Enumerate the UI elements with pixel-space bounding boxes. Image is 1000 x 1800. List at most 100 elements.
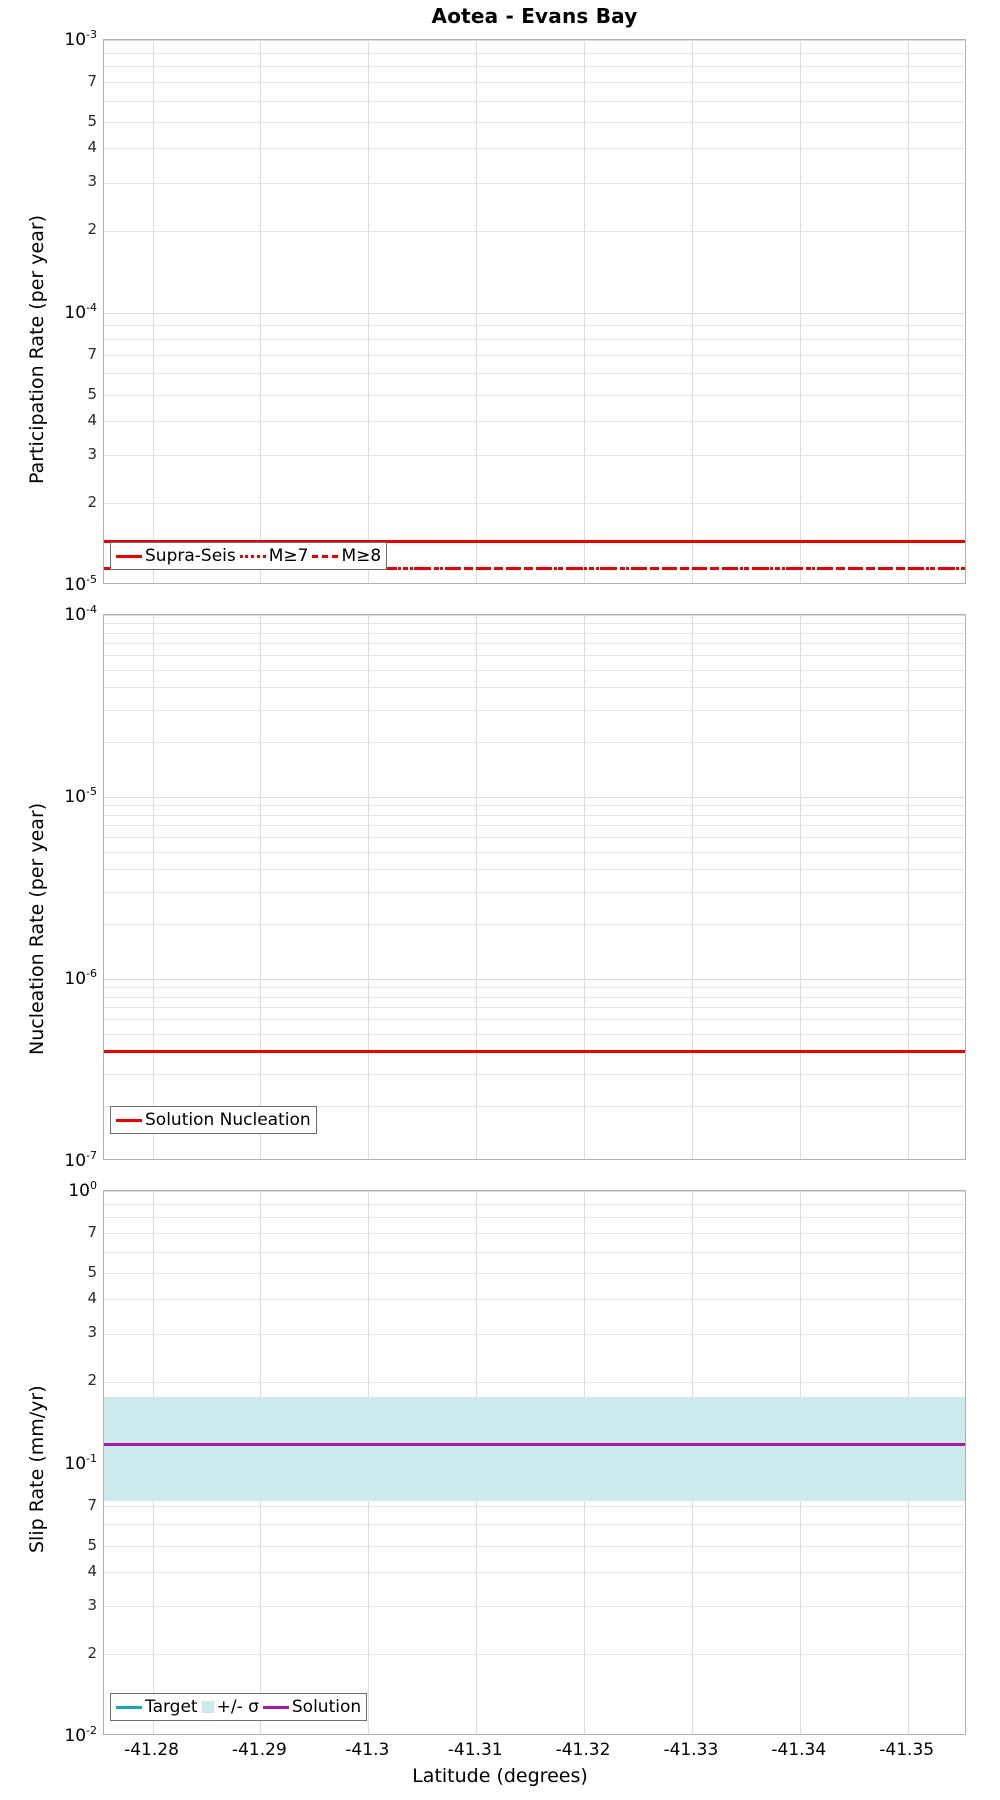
y-axis-tick-label: 3 — [87, 444, 97, 463]
gridline-horizontal — [104, 1191, 965, 1192]
gridline-horizontal — [104, 1381, 965, 1383]
legend-key-icon — [116, 1118, 142, 1122]
gridline-horizontal — [104, 655, 965, 657]
gridline-horizontal — [104, 710, 965, 712]
gridline-horizontal — [104, 122, 965, 123]
gridline-horizontal — [104, 851, 965, 853]
gridline-horizontal — [104, 669, 965, 671]
gridline-vertical — [691, 40, 693, 583]
series-line-m-8 — [104, 567, 965, 570]
gridline-horizontal — [104, 643, 965, 645]
y-axis-tick-label: 10-1 — [64, 1451, 97, 1474]
y-axis-tick-label: 5 — [87, 384, 97, 403]
legend-nucleation[interactable]: Solution Nucleation — [110, 1106, 317, 1134]
gridline-horizontal — [104, 1074, 965, 1076]
legend-item: Target — [116, 1697, 198, 1717]
gridline-horizontal — [104, 615, 965, 616]
legend-item: Supra-Seis — [116, 546, 236, 566]
gridline-vertical — [368, 40, 370, 583]
gridline-horizontal — [104, 1571, 965, 1573]
gridline-horizontal — [104, 420, 965, 422]
legend-label: M≥7 — [268, 546, 309, 566]
gridline-horizontal — [104, 148, 965, 150]
gridline-horizontal — [104, 825, 965, 827]
series-line-solution-nucleation — [104, 1049, 965, 1053]
legend-label: Solution — [291, 1697, 362, 1717]
x-axis-tick-label: -41.31 — [447, 1740, 503, 1760]
gridline-vertical — [476, 615, 478, 1159]
gridline-horizontal — [104, 230, 965, 232]
gridline-horizontal — [104, 52, 965, 54]
gridline-horizontal — [104, 40, 965, 41]
gridline-horizontal — [104, 503, 965, 504]
y-axis-tick-label: 2 — [87, 492, 97, 511]
gridline-horizontal — [104, 354, 965, 356]
gridline-horizontal — [104, 814, 965, 816]
gridline-vertical — [584, 40, 585, 583]
y-axis-tick-label: 5 — [87, 1535, 97, 1554]
gridline-horizontal — [104, 394, 965, 396]
gridline-horizontal — [104, 632, 965, 634]
y-axis-tick-label: 4 — [87, 1561, 97, 1580]
y-axis-tick-label: 3 — [87, 1323, 97, 1342]
y-axis-tick-label: 5 — [87, 112, 97, 131]
gridline-horizontal — [104, 805, 965, 807]
legend-slip-rate[interactable]: Target +/- σ Solution — [110, 1693, 368, 1721]
gridline-horizontal — [104, 869, 965, 871]
y-axis-tick-label: 4 — [87, 1289, 97, 1308]
legend-item: Solution — [262, 1697, 362, 1717]
gridline-horizontal — [104, 1505, 965, 1507]
gridline-horizontal — [104, 1524, 965, 1525]
gridline-horizontal — [104, 338, 965, 340]
y-axis-tick-label: 7 — [87, 344, 97, 363]
gridline-vertical — [152, 40, 154, 583]
page-title: Aotea - Evans Bay — [431, 4, 638, 28]
gridline-horizontal — [104, 1019, 965, 1021]
y-axis-tick-label: 10-3 — [64, 28, 97, 50]
gridline-horizontal — [104, 1545, 965, 1547]
gridline-horizontal — [104, 837, 965, 839]
y-axis-tick-label: 100 — [68, 1179, 97, 1201]
gridline-horizontal — [104, 987, 965, 989]
x-axis-tick-label: -41.33 — [663, 1740, 719, 1760]
x-axis-tick-label: -41.32 — [555, 1740, 611, 1760]
y-axis-tick-label: 3 — [87, 1595, 97, 1614]
gridline-horizontal — [104, 1203, 965, 1205]
gridline-horizontal — [104, 892, 965, 894]
gridline-vertical — [691, 615, 693, 1159]
gridline-vertical — [260, 615, 262, 1159]
gridline-horizontal — [104, 1273, 965, 1274]
panel2-ylabel: Nucleation Rate (per year) — [26, 802, 48, 1055]
legend-key-icon — [201, 1701, 214, 1713]
gridline-horizontal — [104, 687, 965, 689]
gridline-horizontal — [104, 66, 965, 68]
panel-participation-rate — [103, 39, 966, 584]
gridline-vertical — [476, 40, 478, 583]
gridline-horizontal — [104, 996, 965, 998]
y-axis-tick-label: 10-6 — [64, 967, 97, 989]
panel-nucleation-rate — [103, 614, 966, 1160]
gridline-horizontal — [104, 312, 965, 314]
y-axis-tick-label: 7 — [87, 1495, 97, 1514]
x-axis-tick-label: -41.28 — [124, 1740, 179, 1760]
gridline-vertical — [584, 615, 585, 1159]
series-band-sigma — [104, 1397, 965, 1501]
y-axis-tick-label: 10-5 — [64, 573, 97, 595]
gridline-horizontal — [104, 1233, 965, 1235]
y-axis-tick-label: 10-7 — [64, 1149, 97, 1171]
gridline-horizontal — [104, 742, 965, 744]
y-axis-tick-label: 5 — [87, 1263, 97, 1282]
legend-key-icon — [312, 554, 339, 558]
gridline-horizontal — [104, 1251, 965, 1253]
x-axis-tick-label: -41.29 — [231, 1740, 287, 1760]
legend-item: M≥8 — [312, 546, 381, 566]
gridline-horizontal — [104, 325, 965, 326]
gridline-vertical — [368, 615, 370, 1159]
legend-participation[interactable]: Supra-Seis M≥7 M≥8 — [110, 542, 388, 570]
gridline-vertical — [907, 615, 909, 1159]
gridline-horizontal — [104, 1106, 965, 1108]
y-axis-tick-label: 10-4 — [64, 603, 97, 625]
gridline-vertical — [260, 40, 262, 583]
x-axis-tick-label: -41.3 — [345, 1740, 390, 1760]
y-axis-tick-label: 2 — [87, 1371, 97, 1390]
